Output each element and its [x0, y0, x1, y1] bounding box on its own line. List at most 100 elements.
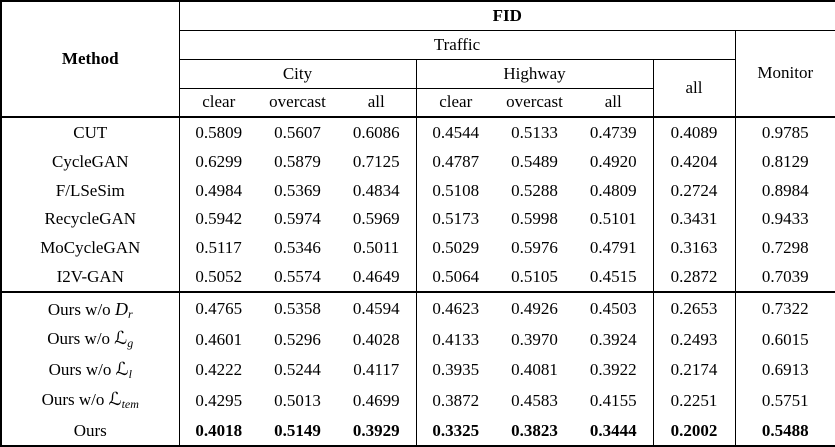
fid-value: 0.5488 — [761, 420, 809, 440]
fid-value: 0.4018 — [195, 420, 243, 440]
city-group-header: City — [179, 59, 417, 89]
fid-value: 0.3444 — [574, 415, 654, 446]
fid-value: 0.2002 — [653, 415, 736, 446]
fid-value: 0.5607 — [274, 122, 321, 142]
fid-value: 0.5149 — [274, 420, 321, 440]
table-row: Ours w/o ℒg 0.4601 0.5296 0.4028 0.4133 0.397… — [1, 324, 835, 355]
fid-value: 0.5244 — [274, 360, 321, 380]
method-label: Ours w/o ℒtem — [1, 385, 180, 416]
fid-value: 0.5369 — [274, 180, 321, 200]
method-label: Ours w/o ℒg — [1, 324, 180, 355]
fid-value: 0.4155 — [574, 385, 654, 416]
table-body: CUT 0.5809 0.5607 0.6086 0.4544 0.5133 0.4739 0… — [1, 117, 835, 446]
method-label: RecycleGAN — [1, 204, 180, 234]
fid-value: 0.4601 — [195, 329, 243, 349]
fid-value: 0.4544 — [432, 122, 480, 142]
fid-value: 0.5133 — [511, 122, 558, 142]
fid-value: 0.7322 — [735, 291, 835, 325]
fid-value: 0.4739 — [574, 117, 654, 148]
fid-value: 0.5296 — [274, 329, 321, 349]
header-row-scene: City Highway all — [1, 59, 835, 118]
fid-value: 0.4222 — [195, 360, 243, 380]
fid-value: 0.5105 — [511, 267, 558, 287]
fid-value: 0.3823 — [511, 420, 558, 440]
monitor-column-header: Monitor — [735, 30, 835, 118]
fid-value: 0.4204 — [653, 147, 736, 176]
fid-value: 0.5942 — [195, 209, 243, 229]
fid-value: 0.5976 — [511, 238, 558, 258]
fid-value: 0.4623 — [416, 291, 495, 325]
math-subscript: r — [127, 306, 133, 321]
fid-value: 0.5064 — [432, 267, 480, 287]
fid-value: 0.9433 — [761, 209, 809, 229]
fid-value: 0.7039 — [761, 267, 809, 287]
table-row: RecycleGAN 0.5942 0.5974 0.5969 0.5173 0.5998… — [1, 204, 835, 234]
fid-value: 0.5011 — [337, 233, 417, 263]
method-column-header: Method — [1, 1, 180, 118]
header-row-fid: Method FID — [1, 1, 835, 118]
fid-value: 0.5117 — [195, 238, 242, 258]
table-row: Ours w/o ℒl 0.4222 0.5244 0.4117 0.3935 0.408… — [1, 354, 835, 386]
table-row: CycleGAN 0.6299 0.5879 0.7125 0.4787 0.5489 0.… — [1, 147, 835, 176]
fid-value: 0.6015 — [761, 329, 809, 349]
method-label: CUT — [1, 117, 180, 148]
fid-value: 0.5173 — [432, 209, 480, 229]
fid-value: 0.5101 — [574, 204, 654, 234]
table-row: I2V-GAN 0.5052 0.5574 0.4649 0.5064 0.5105 0.4… — [1, 262, 835, 293]
table-row: MoCycleGAN 0.5117 0.5346 0.5011 0.5029 0.5976… — [1, 233, 835, 263]
fid-value: 0.5998 — [511, 209, 558, 229]
fid-value: 0.4133 — [432, 329, 480, 349]
fid-value: 0.2724 — [653, 175, 736, 205]
fid-value: 0.2872 — [653, 262, 736, 293]
fid-value: 0.5809 — [195, 122, 243, 142]
header-row-weather: clear overcast all clear overcast all — [1, 88, 835, 118]
method-label: Ours w/o ℒl — [1, 354, 180, 386]
fid-value: 0.4089 — [653, 117, 736, 148]
fid-value: 0.3325 — [432, 420, 480, 440]
table-row: F/LSeSim 0.4984 0.5369 0.4834 0.5108 0.5288 0.… — [1, 175, 835, 205]
fid-value: 0.7125 — [337, 147, 417, 176]
table-header: Method FID Traffic Monitor City Highway … — [1, 1, 835, 118]
highway-clear-header: clear — [416, 88, 495, 118]
math-symbol: D — [114, 298, 128, 319]
fid-value: 0.3935 — [432, 360, 480, 380]
fid-value: 0.3431 — [653, 204, 736, 234]
fid-value: 0.4920 — [574, 147, 654, 176]
fid-value: 0.4295 — [195, 390, 243, 410]
fid-value: 0.4515 — [574, 262, 654, 293]
fid-value: 0.4834 — [337, 175, 417, 205]
fid-value: 0.7298 — [761, 238, 809, 258]
fid-value: 0.3970 — [511, 329, 558, 349]
fid-value: 0.4583 — [511, 390, 558, 410]
fid-value: 0.9785 — [761, 122, 809, 142]
method-label: I2V-GAN — [1, 262, 180, 293]
fid-value: 0.5346 — [274, 238, 321, 258]
city-clear-header: clear — [179, 88, 258, 118]
fid-value: 0.4503 — [574, 291, 654, 325]
fid-value: 0.3872 — [432, 390, 480, 410]
method-label: CycleGAN — [1, 147, 180, 176]
fid-value: 0.5969 — [337, 204, 417, 234]
city-overcast-header: overcast — [258, 88, 337, 118]
fid-value: 0.4649 — [337, 262, 417, 293]
city-all-header: all — [337, 88, 417, 118]
fid-value: 0.6086 — [337, 117, 417, 148]
method-label: F/LSeSim — [1, 175, 180, 205]
table-row: CUT 0.5809 0.5607 0.6086 0.4544 0.5133 0.4739 0… — [1, 117, 835, 148]
fid-value: 0.5013 — [274, 390, 321, 410]
method-label: Ours w/o Dr — [1, 291, 180, 325]
fid-value: 0.5489 — [511, 151, 558, 171]
fid-value: 0.4594 — [337, 291, 417, 325]
fid-value: 0.2653 — [653, 291, 736, 325]
fid-value: 0.5029 — [432, 238, 480, 258]
table-row: Ours 0.4018 0.5149 0.3929 0.3325 0.3823 0.3444… — [1, 415, 835, 446]
fid-group-header: FID — [179, 1, 835, 31]
fid-value: 0.2493 — [653, 324, 736, 355]
fid-value: 0.2174 — [653, 354, 736, 386]
fid-value: 0.8984 — [761, 180, 809, 200]
highway-overcast-header: overcast — [495, 88, 574, 118]
fid-value: 0.4787 — [432, 151, 480, 171]
table-row: Ours w/o Dr 0.4765 0.5358 0.4594 0.4623 0.492… — [1, 291, 835, 325]
math-symbol: ℒ — [114, 328, 128, 350]
